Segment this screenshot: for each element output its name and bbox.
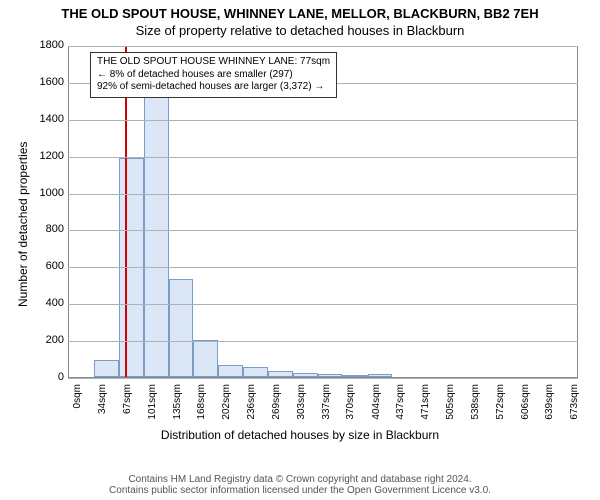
x-tick-label: 337sqm — [321, 384, 332, 428]
page-subtitle: Size of property relative to detached ho… — [0, 21, 600, 38]
x-tick-label: 67sqm — [122, 384, 133, 428]
gridline — [68, 157, 578, 158]
y-tick-label: 200 — [26, 334, 64, 346]
x-tick-label: 572sqm — [495, 384, 506, 428]
x-tick-label: 404sqm — [371, 384, 382, 428]
histogram-bar — [169, 279, 193, 377]
y-tick-label: 800 — [26, 223, 64, 235]
x-tick-label: 101sqm — [147, 384, 158, 428]
histogram-bar — [368, 374, 392, 377]
gridline — [68, 304, 578, 305]
histogram-bar — [243, 367, 267, 377]
gridline — [68, 378, 578, 379]
gridline — [68, 46, 578, 47]
footer-attribution: Contains HM Land Registry data © Crown c… — [0, 474, 600, 496]
x-tick-label: 236sqm — [246, 384, 257, 428]
histogram-bar — [144, 82, 169, 377]
page-title: THE OLD SPOUT HOUSE, WHINNEY LANE, MELLO… — [0, 0, 600, 21]
histogram-bar — [193, 340, 218, 377]
annotation-line: THE OLD SPOUT HOUSE WHINNEY LANE: 77sqm — [97, 56, 330, 69]
histogram-bar — [342, 375, 367, 377]
x-tick-label: 0sqm — [72, 384, 83, 428]
gridline — [68, 267, 578, 268]
footer-line: Contains public sector information licen… — [0, 485, 600, 496]
histogram-bar — [94, 360, 118, 377]
y-tick-label: 1800 — [26, 39, 64, 51]
y-tick-label: 1200 — [26, 150, 64, 162]
gridline — [68, 120, 578, 121]
annotation-line: ← 8% of detached houses are smaller (297… — [97, 69, 330, 82]
x-tick-label: 673sqm — [569, 384, 580, 428]
x-tick-label: 370sqm — [345, 384, 356, 428]
x-tick-label: 269sqm — [271, 384, 282, 428]
x-tick-label: 639sqm — [544, 384, 555, 428]
x-tick-label: 202sqm — [221, 384, 232, 428]
x-tick-label: 505sqm — [445, 384, 456, 428]
x-tick-label: 538sqm — [470, 384, 481, 428]
x-tick-label: 34sqm — [97, 384, 108, 428]
y-tick-label: 1600 — [26, 76, 64, 88]
x-tick-label: 437sqm — [395, 384, 406, 428]
y-tick-label: 400 — [26, 297, 64, 309]
x-tick-label: 606sqm — [520, 384, 531, 428]
gridline — [68, 230, 578, 231]
y-tick-label: 0 — [26, 371, 64, 383]
y-tick-label: 1400 — [26, 113, 64, 125]
y-tick-label: 600 — [26, 260, 64, 272]
histogram-bar — [318, 374, 342, 377]
footer-line: Contains HM Land Registry data © Crown c… — [0, 474, 600, 485]
x-tick-label: 135sqm — [172, 384, 183, 428]
y-tick-label: 1000 — [26, 187, 64, 199]
x-axis-label: Distribution of detached houses by size … — [0, 428, 600, 442]
histogram-bar — [218, 365, 243, 377]
x-tick-label: 303sqm — [296, 384, 307, 428]
histogram-bar — [293, 373, 318, 377]
gridline — [68, 194, 578, 195]
x-tick-label: 168sqm — [196, 384, 207, 428]
x-tick-label: 471sqm — [420, 384, 431, 428]
histogram-bar — [268, 371, 293, 377]
annotation-line: 92% of semi-detached houses are larger (… — [97, 81, 330, 94]
annotation-box: THE OLD SPOUT HOUSE WHINNEY LANE: 77sqm←… — [90, 52, 337, 98]
gridline — [68, 341, 578, 342]
